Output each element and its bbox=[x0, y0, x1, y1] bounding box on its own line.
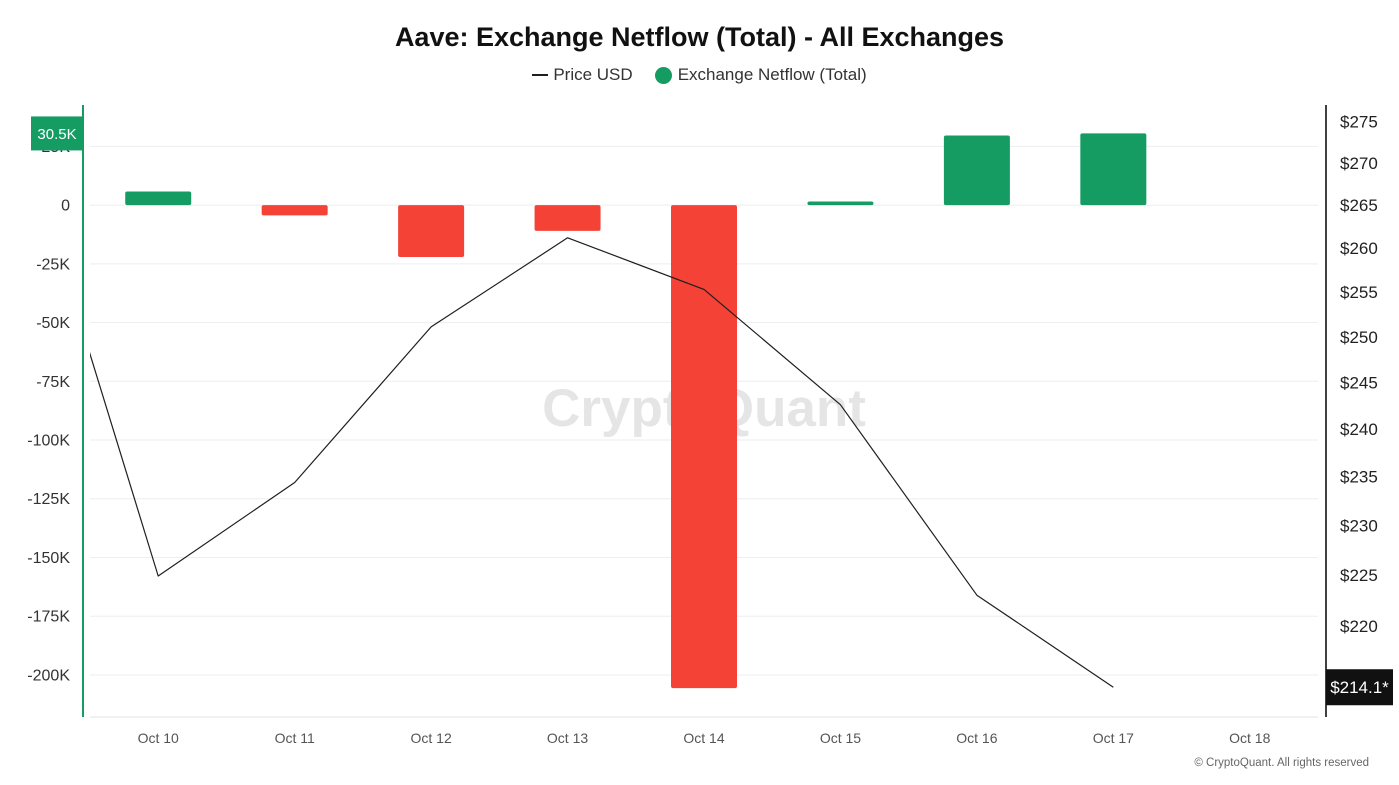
price-line bbox=[90, 237, 1114, 688]
x-axis-tick-label: Oct 16 bbox=[956, 730, 997, 746]
left-axis-tick-label: -25K bbox=[36, 256, 70, 273]
right-axis-tick-label: $240 bbox=[1340, 420, 1378, 439]
netflow-bar bbox=[261, 205, 328, 216]
netflow-last-value-badge bbox=[31, 116, 83, 151]
price-point bbox=[20, 130, 24, 134]
left-axis-tick-label: -50K bbox=[36, 315, 70, 332]
price-point bbox=[838, 403, 842, 407]
left-axis-tick-label: -175K bbox=[27, 609, 70, 626]
netflow-bar bbox=[125, 191, 192, 206]
x-axis-tick-label: Oct 11 bbox=[275, 730, 315, 746]
netflow-bar bbox=[943, 135, 1010, 206]
circle-swatch-icon bbox=[654, 66, 672, 84]
price-series bbox=[20, 130, 1115, 689]
left-axis-tick-label: -125K bbox=[27, 491, 70, 508]
legend-label-netflow: Exchange Netflow (Total) bbox=[677, 65, 867, 84]
price-point bbox=[975, 593, 979, 597]
right-axis-tick-label: $255 bbox=[1340, 283, 1378, 302]
netflow-bar bbox=[807, 201, 874, 206]
x-axis-tick-label: Oct 13 bbox=[547, 730, 588, 746]
x-axis-tick-label: Oct 14 bbox=[683, 730, 724, 746]
axes bbox=[82, 105, 1327, 718]
left-axis-tick-label: 0 bbox=[61, 198, 70, 215]
right-axis-tick-label: $235 bbox=[1340, 468, 1378, 487]
left-axis-tick-label: -200K bbox=[27, 667, 70, 684]
right-axis-tick-label: $245 bbox=[1340, 373, 1378, 392]
line-swatch-icon bbox=[532, 74, 549, 76]
legend-item-price[interactable]: Price USD bbox=[532, 62, 633, 88]
legend-item-netflow[interactable]: Exchange Netflow (Total) bbox=[654, 62, 867, 88]
last-value-badges: 30.5K $214.1* bbox=[31, 116, 1393, 706]
right-axis-tick-label: $270 bbox=[1340, 154, 1378, 173]
price-point bbox=[429, 325, 433, 329]
price-point bbox=[566, 236, 570, 240]
chart-title: Aave: Exchange Netflow (Total) - All Exc… bbox=[394, 22, 1005, 52]
x-axis-tick-label: Oct 18 bbox=[1229, 730, 1270, 746]
netflow-bar bbox=[534, 205, 601, 231]
x-axis-tick-label: Oct 12 bbox=[410, 730, 451, 746]
price-last-value-label: $214.1* bbox=[1330, 678, 1389, 697]
right-axis-tick-label: $265 bbox=[1340, 196, 1378, 215]
x-axis-tick-label: Oct 10 bbox=[138, 730, 179, 746]
price-point bbox=[1111, 685, 1115, 689]
right-axis-tick-label: $220 bbox=[1340, 617, 1378, 636]
axis-tick-labels: 25K0-25K-50K-75K-100K-125K-150K-175K-200… bbox=[27, 112, 1378, 746]
price-point bbox=[293, 480, 297, 484]
x-axis-tick-label: Oct 15 bbox=[820, 730, 861, 746]
netflow-bars bbox=[125, 133, 1147, 689]
x-axis-tick-label: Oct 17 bbox=[1093, 730, 1134, 746]
left-axis-tick-label: -100K bbox=[27, 433, 70, 450]
right-axis-tick-label: $225 bbox=[1340, 566, 1378, 585]
right-axis-tick-label: $230 bbox=[1340, 516, 1378, 535]
legend-label-price: Price USD bbox=[553, 65, 633, 84]
copyright-footer: © CryptoQuant. All rights reserved bbox=[1194, 757, 1369, 769]
netflow-bar bbox=[1080, 133, 1147, 206]
price-last-value-badge bbox=[1326, 669, 1393, 706]
price-point bbox=[702, 287, 706, 291]
legend: Price USD Exchange Netflow (Total) bbox=[0, 62, 1399, 88]
left-axis-tick-label: -150K bbox=[27, 550, 70, 567]
netflow-bar bbox=[671, 205, 737, 689]
right-axis-tick-label: $260 bbox=[1340, 239, 1378, 258]
netflow-last-value-label: 30.5K bbox=[37, 126, 76, 143]
left-axis-tick-label: -75K bbox=[36, 374, 70, 391]
price-point bbox=[156, 574, 160, 578]
right-axis-tick-label: $275 bbox=[1340, 112, 1378, 131]
right-axis-tick-label: $250 bbox=[1340, 328, 1378, 347]
netflow-bar bbox=[398, 205, 465, 258]
